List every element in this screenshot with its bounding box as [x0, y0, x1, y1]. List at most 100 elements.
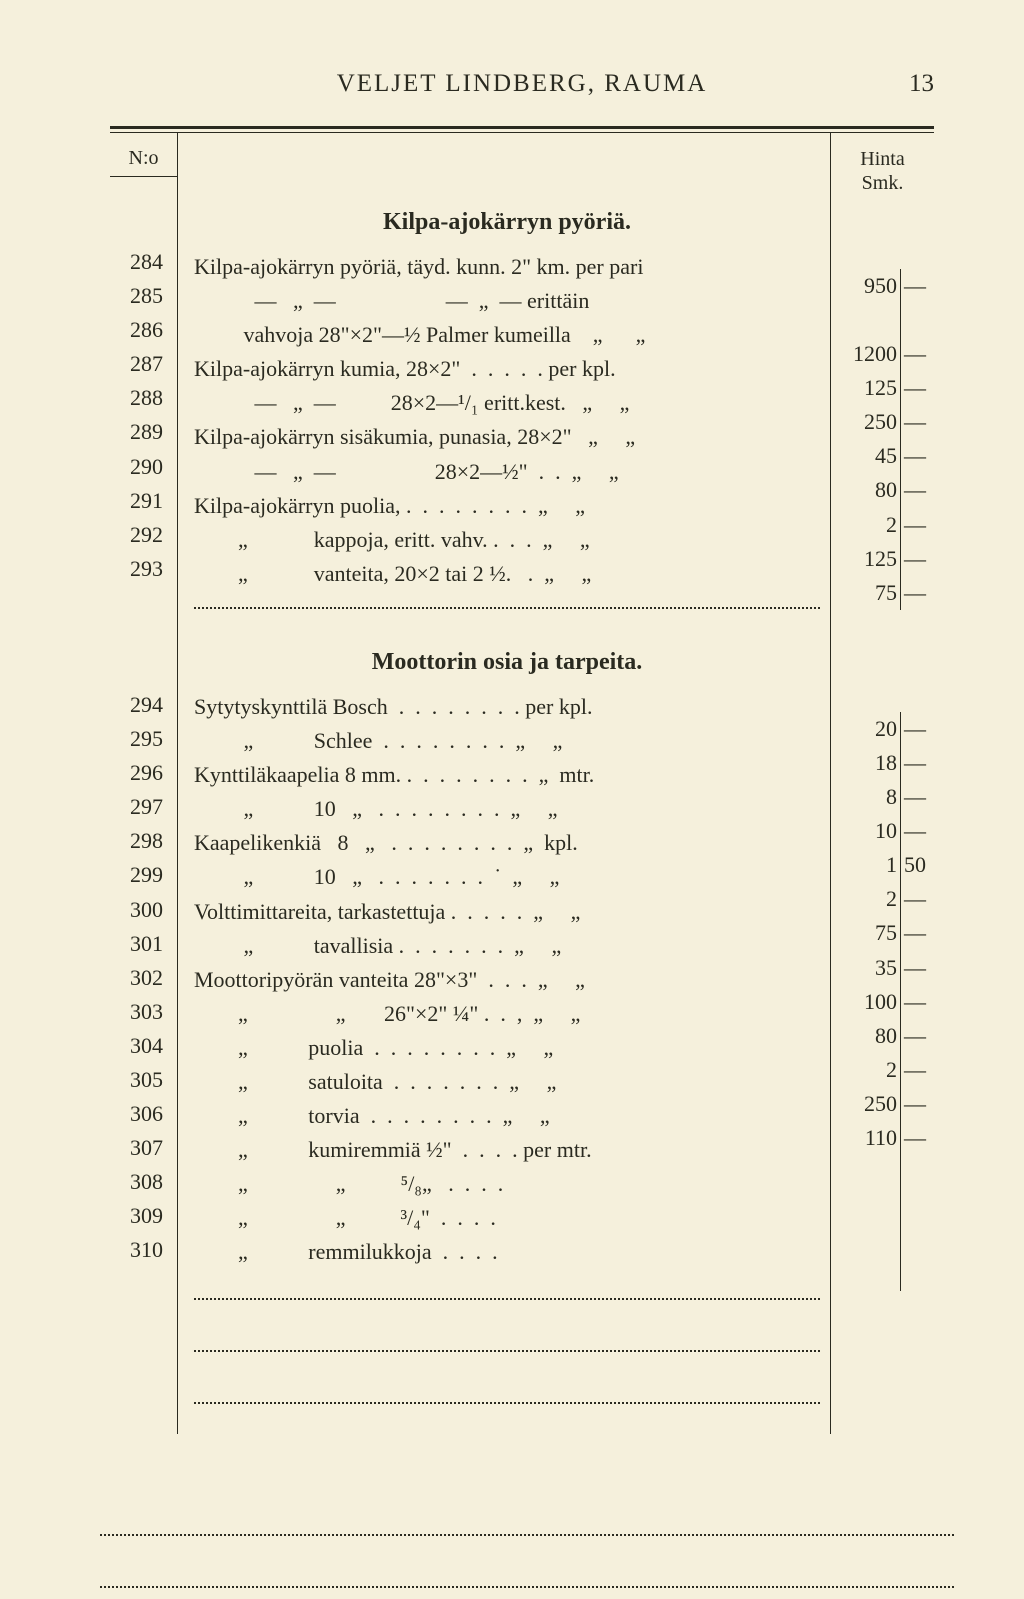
- row-desc: Kaapelikenkiä 8 „ . . . . . . . . „ kpl.: [194, 826, 578, 860]
- price-header-line1: Hinta: [860, 148, 904, 170]
- row-desc: „ „ ³/₄" . . . .: [194, 1201, 496, 1235]
- row-price: 150: [833, 848, 932, 882]
- row-desc: „ 10 „ . . . . . . . . „ „: [194, 792, 558, 826]
- row-no: 292: [118, 518, 169, 552]
- row-no: 288: [118, 381, 169, 415]
- dotted-separator: [194, 1402, 820, 1404]
- row-desc: Volttimittareita, tarkastettuja . . . . …: [194, 895, 580, 929]
- row-no: 299: [118, 858, 169, 892]
- row-price: 8—: [833, 780, 932, 814]
- row-desc: — „ — 28×2—¹/₁ eritt.kest. „ „: [194, 386, 629, 420]
- row-desc: „ remmilukkoja . . . .: [194, 1235, 498, 1269]
- row-desc: „ kumiremmiä ½" . . . . per mtr.: [194, 1133, 592, 1167]
- row-desc: „ puolia . . . . . . . . „ „: [194, 1031, 553, 1065]
- page: VELJET LINDBERG, RAUMA 13 N:o 284 285 28…: [0, 0, 1024, 1474]
- row-no: 294: [118, 688, 169, 722]
- section-title: Moottorin osia ja tarpeita.: [194, 649, 820, 676]
- row-no: 305: [118, 1063, 169, 1097]
- row-no: 306: [118, 1097, 169, 1131]
- row-desc: — „ — 28×2—½" . . „ „: [194, 455, 619, 489]
- row-no: 286: [118, 313, 169, 347]
- row-price: 35—: [833, 951, 932, 985]
- dotted-separator: [194, 1350, 820, 1352]
- row-desc: Kilpa-ajokärryn pyöriä, täyd. kunn. 2" k…: [194, 250, 643, 284]
- row-no: 289: [118, 415, 169, 449]
- row-price: 250—: [833, 1087, 932, 1121]
- row-no: 297: [118, 790, 169, 824]
- dotted-separator: [194, 1298, 820, 1300]
- row-no: 296: [118, 756, 169, 790]
- row-desc: vahvoja 28"×2"—½ Palmer kumeilla „ „: [194, 318, 645, 352]
- row-desc: „ torvia . . . . . . . . „ „: [194, 1099, 550, 1133]
- row-price: [833, 1223, 932, 1257]
- page-number: 13: [909, 70, 934, 98]
- row-no: 291: [118, 484, 169, 518]
- row-price: 45—: [833, 439, 932, 473]
- row-price: [833, 303, 932, 337]
- column-header-no: N:o: [118, 147, 169, 170]
- row-no: 285: [118, 279, 169, 313]
- page-bottom-dotted-rule: [100, 1534, 954, 1536]
- top-double-rule: [110, 126, 934, 133]
- column-description: Kilpa-ajokärryn pyöriä. Kilpa-ajokärryn …: [178, 133, 830, 1434]
- row-price: 80—: [833, 473, 932, 507]
- row-desc: Moottoripyörän vanteita 28"×3" . . . „ „: [194, 963, 585, 997]
- row-no: 287: [118, 347, 169, 381]
- row-price: 1200—: [833, 337, 932, 371]
- row-price: 2—: [833, 508, 932, 542]
- page-header: VELJET LINDBERG, RAUMA 13: [110, 70, 934, 98]
- row-price: 125—: [833, 542, 932, 576]
- row-price: 75—: [833, 576, 932, 610]
- row-desc: „ tavallisia . . . . . . . „ „: [194, 929, 561, 963]
- row-no: 309: [118, 1199, 169, 1233]
- row-price: 20—: [833, 712, 932, 746]
- row-no: 290: [118, 450, 169, 484]
- header-title: VELJET LINDBERG, RAUMA: [337, 70, 708, 98]
- row-price: 125—: [833, 371, 932, 405]
- row-desc: Sytytyskynttilä Bosch . . . . . . . . pe…: [194, 690, 592, 724]
- row-price: [833, 1257, 932, 1291]
- row-no: 302: [118, 961, 169, 995]
- page-bottom-dotted-rule: [100, 1586, 954, 1588]
- row-no: 301: [118, 927, 169, 961]
- row-desc: „ „ ⁵/₈„ . . . .: [194, 1167, 503, 1201]
- row-desc: „ kappoja, eritt. vahv. . . . „ „: [194, 523, 590, 557]
- row-no: 284: [118, 245, 169, 279]
- column-price: Hinta Smk. 950— 1200— 125— 250— 45— 80— …: [830, 133, 934, 1434]
- row-price: 2—: [833, 882, 932, 916]
- row-desc: — „ — — „ — erittäin: [194, 284, 589, 318]
- row-price: 80—: [833, 1019, 932, 1053]
- row-price: 2—: [833, 1053, 932, 1087]
- row-price: 110—: [833, 1121, 932, 1155]
- dotted-separator: [194, 607, 820, 609]
- row-price: 250—: [833, 405, 932, 439]
- row-desc: „ „ 26"×2" ¼" . . , „ „: [194, 997, 580, 1031]
- row-desc: Kilpa-ajokärryn sisäkumia, punasia, 28×2…: [194, 420, 635, 454]
- row-no: 295: [118, 722, 169, 756]
- row-no: 304: [118, 1029, 169, 1063]
- row-no: 293: [118, 552, 169, 586]
- row-desc: Kilpa-ajokärryn puolia, . . . . . . . . …: [194, 489, 585, 523]
- row-no: 308: [118, 1165, 169, 1199]
- row-price: 100—: [833, 985, 932, 1019]
- row-price: [833, 1189, 932, 1223]
- column-header-price: Hinta Smk.: [833, 147, 932, 195]
- section-title: Kilpa-ajokärryn pyöriä.: [194, 209, 820, 236]
- row-no: 298: [118, 824, 169, 858]
- column-no: N:o 284 285 286 287 288 289 290 291 292 …: [110, 133, 178, 1434]
- row-desc: „ 10 „ . . . . . . . ˙ „ „: [194, 860, 559, 894]
- row-price: [833, 1155, 932, 1189]
- row-no: 307: [118, 1131, 169, 1165]
- row-desc: „ vanteita, 20×2 tai 2 ½. . „ „: [194, 557, 591, 591]
- row-price: 950—: [833, 269, 932, 303]
- row-desc: „ Schlee . . . . . . . . „ „: [194, 724, 562, 758]
- row-no: 303: [118, 995, 169, 1029]
- row-price: 75—: [833, 916, 932, 950]
- row-desc: Kilpa-ajokärryn kumia, 28×2" . . . . . p…: [194, 352, 616, 386]
- row-price: 18—: [833, 746, 932, 780]
- row-price: 10—: [833, 814, 932, 848]
- row-no: 300: [118, 893, 169, 927]
- price-header-line2: Smk.: [862, 172, 904, 194]
- price-table: N:o 284 285 286 287 288 289 290 291 292 …: [110, 133, 934, 1434]
- row-desc: Kynttiläkaapelia 8 mm. . . . . . . . . „…: [194, 758, 594, 792]
